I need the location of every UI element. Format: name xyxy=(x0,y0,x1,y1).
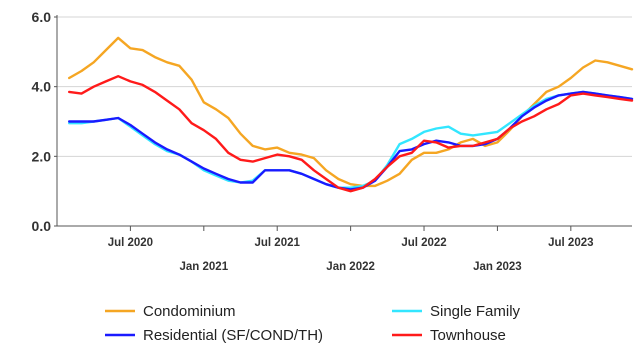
x-tick-label: Jul 2022 xyxy=(401,237,446,249)
series-line-townhouse xyxy=(67,74,634,193)
x-tick-label: Jul 2020 xyxy=(108,237,153,249)
x-tick-label: Jul 2021 xyxy=(255,237,301,249)
legend-label: Single Family xyxy=(430,303,521,320)
legend-label: Condominium xyxy=(143,303,236,320)
series-line-residential-sf-cond-th xyxy=(67,90,634,191)
y-tick-label: 0.0 xyxy=(32,218,52,234)
legend-label: Townhouse xyxy=(430,327,506,344)
series-line-single-family xyxy=(67,90,634,189)
x-tick-label: Jul 2023 xyxy=(548,237,593,249)
grid-lines xyxy=(57,16,632,157)
legend: Condominium Single Family Residential (SF/… xyxy=(105,303,521,344)
x-tick-label: Jan 2021 xyxy=(180,261,229,273)
x-tick-label: Jan 2022 xyxy=(326,261,375,273)
y-tick-label: 2.0 xyxy=(32,148,52,164)
axes: 0.0 2.0 4.0 6.0 Jul 2020 Jan 2021 Jul 2021 Jan … xyxy=(32,9,632,273)
series-line-condominium xyxy=(67,36,634,188)
legend-label: Residential (SF/COND/TH) xyxy=(143,327,323,344)
y-tick-label: 4.0 xyxy=(32,79,52,95)
x-tick-label: Jan 2023 xyxy=(473,261,522,273)
series-lines xyxy=(67,36,634,193)
y-tick-label: 6.0 xyxy=(32,9,52,25)
